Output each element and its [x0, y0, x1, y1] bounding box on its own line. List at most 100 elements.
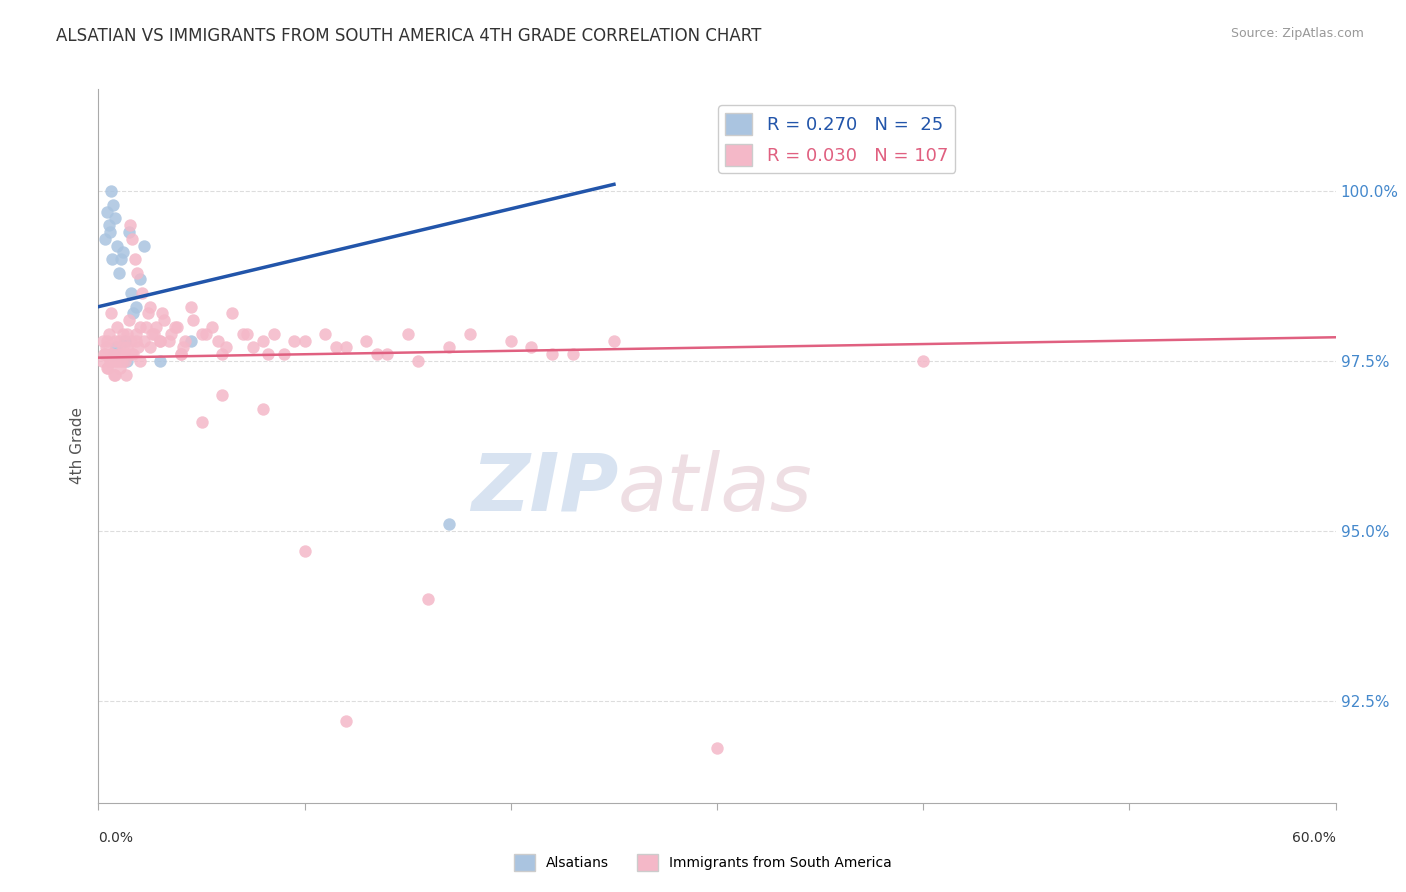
Point — [170, 347, 193, 361]
Point — [136, 306, 159, 320]
Point — [314, 326, 336, 341]
Point — [335, 341, 357, 355]
Text: 60.0%: 60.0% — [1292, 831, 1336, 846]
Point — [110, 347, 132, 361]
Text: ZIP: ZIP — [471, 450, 619, 528]
Text: atlas: atlas — [619, 450, 813, 528]
Point — [170, 347, 193, 361]
Point — [120, 218, 142, 232]
Point — [112, 341, 135, 355]
Point — [215, 341, 238, 355]
Point — [335, 714, 357, 729]
Point — [118, 225, 141, 239]
Point — [112, 347, 135, 361]
Point — [706, 741, 728, 756]
Point — [91, 334, 114, 348]
Point — [97, 326, 120, 341]
Point — [96, 334, 118, 348]
Point — [98, 354, 121, 368]
Point — [221, 306, 243, 320]
Point — [418, 591, 440, 606]
Point — [108, 360, 131, 375]
Point — [132, 238, 155, 252]
Point — [101, 354, 124, 368]
Point — [211, 388, 233, 402]
Point — [325, 341, 347, 355]
Point — [96, 204, 118, 219]
Point — [273, 347, 295, 361]
Point — [104, 334, 127, 348]
Point — [117, 341, 139, 355]
Point — [406, 354, 429, 368]
Point — [108, 354, 131, 368]
Point — [166, 320, 188, 334]
Point — [180, 334, 202, 348]
Point — [194, 326, 217, 341]
Point — [437, 517, 460, 532]
Point — [115, 368, 138, 382]
Point — [242, 341, 264, 355]
Point — [120, 347, 142, 361]
Point — [93, 232, 115, 246]
Text: ALSATIAN VS IMMIGRANTS FROM SOUTH AMERICA 4TH GRADE CORRELATION CHART: ALSATIAN VS IMMIGRANTS FROM SOUTH AMERIC… — [56, 27, 762, 45]
Point — [207, 334, 229, 348]
Legend: Alsatians, Immigrants from South America: Alsatians, Immigrants from South America — [509, 848, 897, 876]
Point — [110, 252, 132, 266]
Point — [143, 326, 166, 341]
Point — [100, 347, 122, 361]
Point — [124, 334, 146, 348]
Point — [96, 360, 118, 375]
Point — [180, 300, 202, 314]
Point — [236, 326, 259, 341]
Point — [458, 326, 481, 341]
Point — [118, 313, 141, 327]
Point — [121, 232, 143, 246]
Point — [172, 341, 194, 355]
Point — [174, 334, 197, 348]
Point — [122, 347, 145, 361]
Point — [135, 320, 157, 334]
Point — [120, 334, 142, 348]
Point — [111, 354, 134, 368]
Point — [145, 320, 167, 334]
Point — [603, 334, 626, 348]
Point — [912, 354, 935, 368]
Point — [181, 313, 204, 327]
Point — [100, 306, 122, 320]
Point — [294, 334, 316, 348]
Point — [256, 347, 278, 361]
Point — [105, 320, 128, 334]
Point — [149, 354, 172, 368]
Point — [157, 334, 180, 348]
Point — [114, 334, 136, 348]
Point — [141, 326, 163, 341]
Point — [232, 326, 254, 341]
Point — [90, 354, 112, 368]
Text: Source: ZipAtlas.com: Source: ZipAtlas.com — [1230, 27, 1364, 40]
Point — [520, 341, 543, 355]
Point — [150, 306, 173, 320]
Point — [128, 354, 150, 368]
Point — [117, 326, 139, 341]
Point — [124, 326, 146, 341]
Point — [100, 184, 122, 198]
Point — [114, 354, 136, 368]
Point — [98, 225, 121, 239]
Point — [561, 347, 583, 361]
Point — [201, 320, 224, 334]
Point — [107, 347, 129, 361]
Point — [94, 341, 117, 355]
Point — [149, 334, 172, 348]
Point — [93, 347, 115, 361]
Point — [252, 401, 274, 416]
Point — [190, 326, 212, 341]
Point — [122, 306, 145, 320]
Point — [124, 300, 146, 314]
Point — [541, 347, 564, 361]
Point — [93, 347, 115, 361]
Point — [163, 320, 186, 334]
Point — [131, 286, 153, 301]
Point — [128, 320, 150, 334]
Text: 0.0%: 0.0% — [98, 831, 134, 846]
Point — [120, 286, 142, 301]
